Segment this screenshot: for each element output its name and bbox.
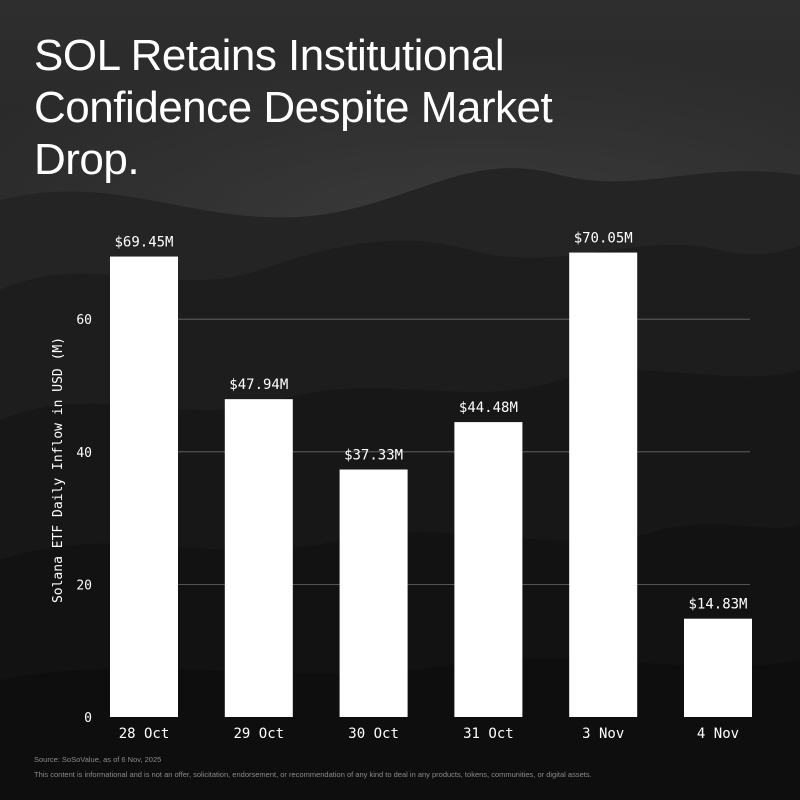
source-note: Source: SoSoValue, as of 6 Nov, 2025 (34, 755, 162, 764)
x-tick-label: 4 Nov (697, 726, 739, 742)
bar-value-label: $70.05M (574, 231, 633, 247)
bar-value-label: $14.83M (688, 597, 747, 613)
bar (339, 469, 408, 717)
bar (569, 252, 638, 718)
y-tick-label: 40 (76, 446, 92, 461)
data-labels: $69.45M $47.94M $37.33M $44.48M $70.05M $14.8… (114, 231, 747, 613)
chart-title: SOL Retains Institutional Confidence Des… (34, 31, 553, 184)
y-axis-label: Solana ETF Daily Inflow in USD (M) (51, 337, 66, 603)
x-axis-ticks: 28 Oct 29 Oct 30 Oct 31 Oct 3 Nov 4 Nov (119, 726, 739, 742)
disclaimer-note: This content is informational and is not… (34, 770, 592, 779)
bar (684, 618, 752, 717)
y-tick-label: 0 (84, 711, 92, 726)
bar (110, 256, 178, 717)
y-axis-ticks: 0 20 40 60 (76, 313, 92, 726)
bar-value-label: $47.94M (229, 377, 288, 393)
x-tick-label: 30 Oct (348, 726, 399, 742)
bar (454, 422, 523, 717)
bar-value-label: $44.48M (459, 400, 518, 416)
y-tick-label: 20 (76, 578, 92, 593)
x-tick-label: 29 Oct (234, 726, 285, 742)
y-tick-label: 60 (76, 313, 92, 328)
bar-value-label: $37.33M (344, 448, 403, 464)
bars (110, 252, 752, 718)
bar-value-label: $69.45M (114, 235, 173, 251)
bar (224, 399, 293, 717)
x-tick-label: 3 Nov (582, 726, 624, 742)
x-tick-label: 31 Oct (463, 726, 514, 742)
x-tick-label: 28 Oct (119, 726, 170, 742)
